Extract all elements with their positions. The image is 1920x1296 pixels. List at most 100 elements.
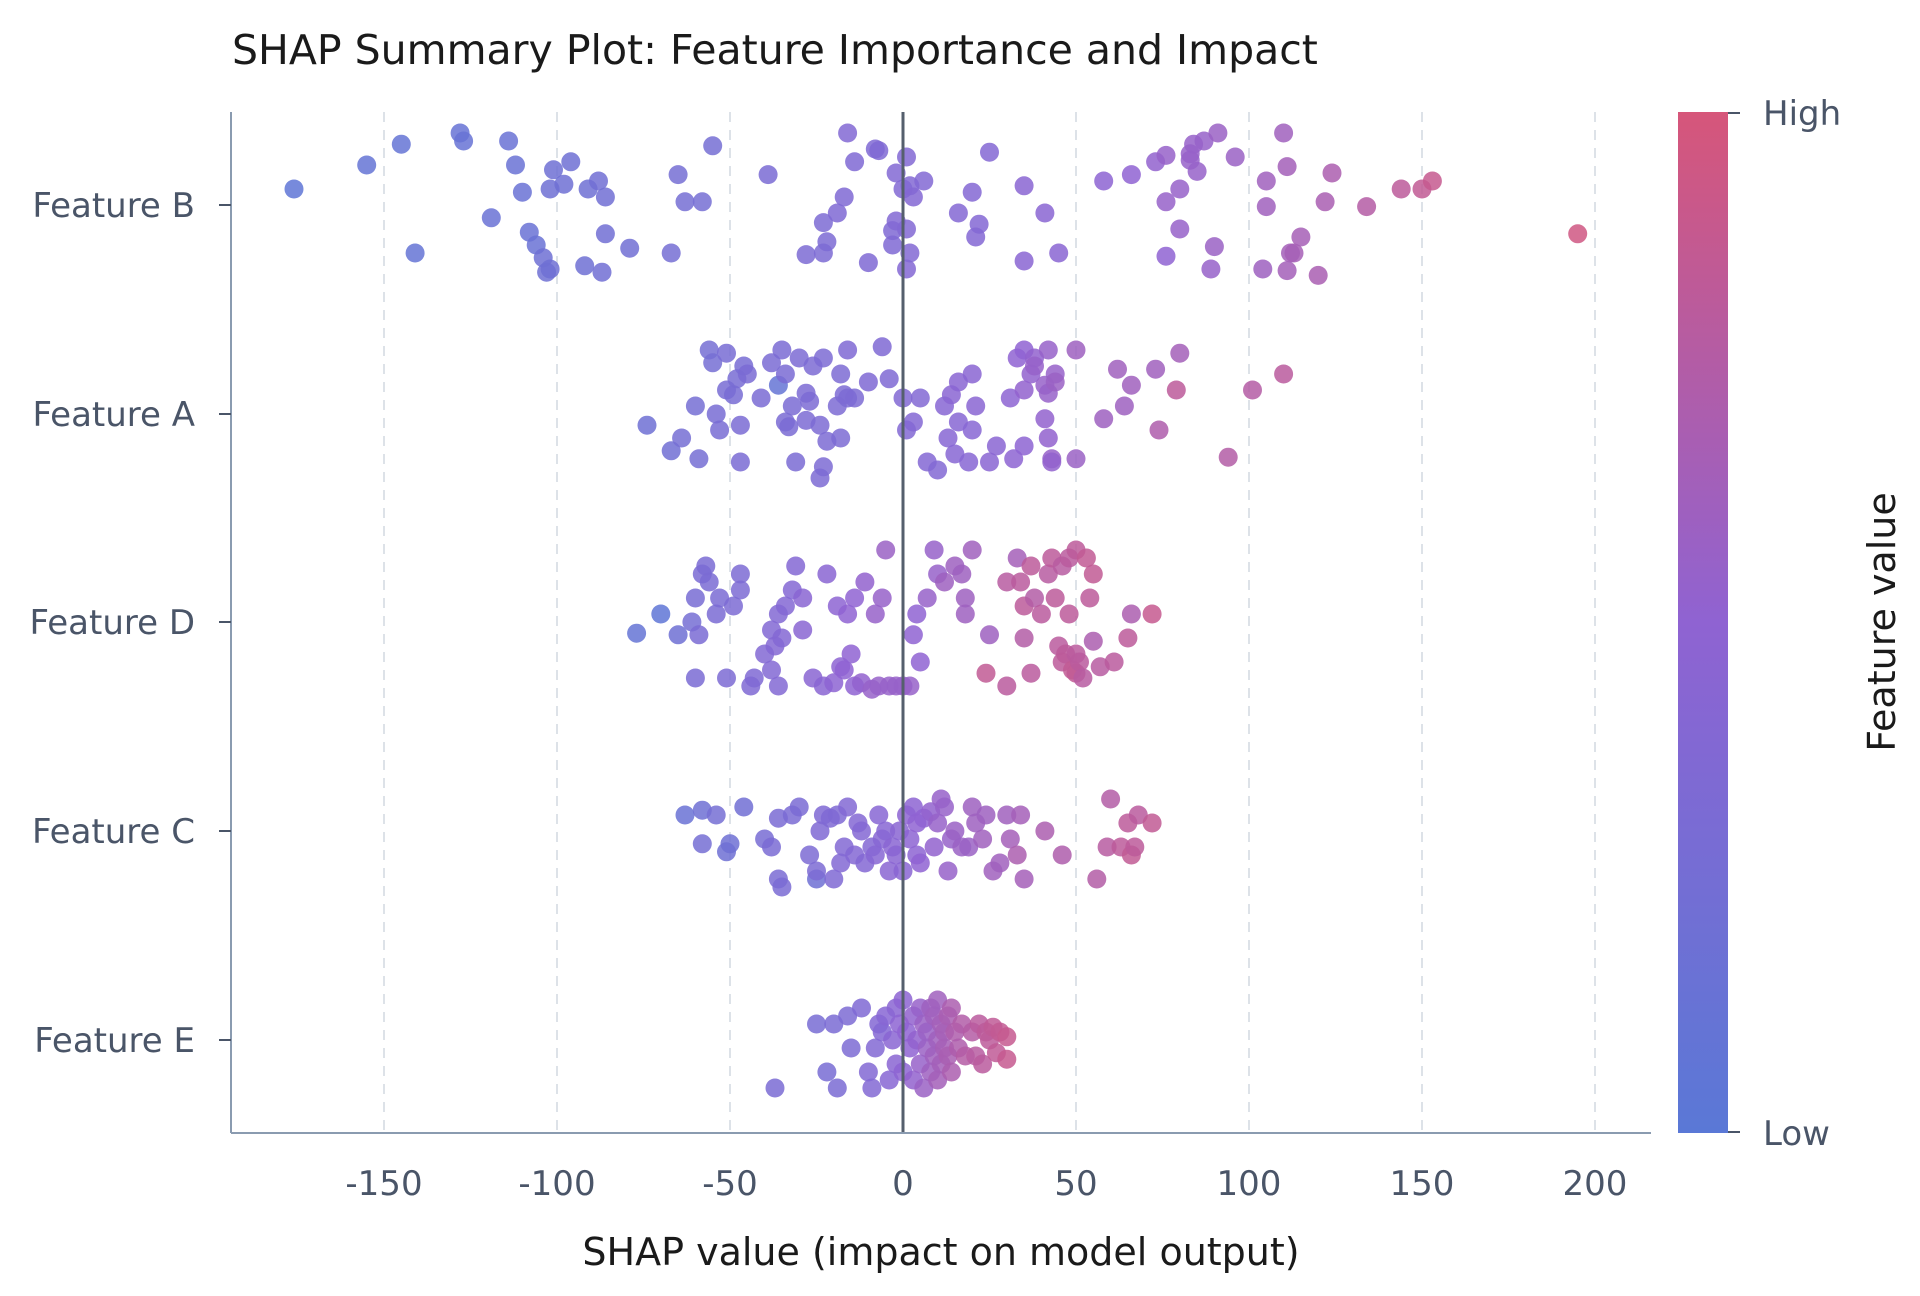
x-tick-label: 100: [1217, 1164, 1282, 1204]
shap-point: [980, 625, 999, 645]
x-axis-label: SHAP value (impact on model output): [582, 1230, 1299, 1274]
shap-point: [1315, 192, 1335, 212]
shap-point: [845, 152, 865, 172]
shap-point: [1004, 449, 1024, 469]
shap-point: [858, 372, 878, 392]
shap-point: [900, 829, 920, 849]
shap-point: [595, 187, 615, 207]
shap-point: [724, 385, 743, 405]
y-tick-label: Feature A: [32, 395, 195, 435]
shap-point: [1149, 420, 1169, 440]
shap-point: [1208, 123, 1228, 143]
shap-point: [1087, 869, 1107, 889]
shap-point: [357, 155, 377, 175]
shap-point: [980, 452, 999, 472]
chart-title: SHAP Summary Plot: Feature Importance an…: [232, 26, 1318, 74]
shap-point: [1225, 147, 1245, 167]
shap-point: [879, 369, 899, 389]
shap-point: [627, 623, 647, 643]
shap-point: [952, 564, 972, 584]
shap-point: [668, 625, 688, 645]
shap-point: [1011, 805, 1031, 825]
shap-point: [1274, 123, 1294, 143]
shap-point: [751, 388, 771, 408]
shap-point: [872, 337, 892, 357]
shap-point: [730, 580, 750, 600]
shap-point: [827, 1078, 847, 1098]
x-tick-label: -50: [702, 1164, 758, 1204]
shap-point: [789, 797, 809, 817]
shap-point: [852, 998, 871, 1018]
shap-point: [807, 861, 826, 881]
shap-point: [990, 853, 1010, 873]
shap-point: [1021, 663, 1041, 683]
shap-point: [1025, 588, 1044, 608]
shap-point: [1156, 192, 1176, 212]
x-tick-label: 0: [892, 1164, 914, 1204]
points-layer: [284, 123, 1588, 1098]
shap-point: [717, 668, 736, 688]
shap-point: [1357, 197, 1377, 217]
shap-point: [1218, 447, 1238, 467]
shap-point: [672, 428, 692, 448]
shap-point: [865, 1038, 885, 1058]
shap-point: [852, 821, 871, 841]
shap-point: [824, 869, 844, 889]
shap-point: [831, 364, 851, 384]
shap-point: [1104, 652, 1124, 672]
shap-point: [554, 174, 574, 194]
shap-point: [775, 364, 795, 384]
shap-point: [1243, 380, 1262, 400]
shap-point: [962, 182, 982, 202]
shap-point: [651, 604, 671, 624]
x-tick-label: 50: [1054, 1164, 1097, 1204]
shap-point: [838, 340, 858, 360]
shap-point: [817, 232, 837, 252]
shap-point: [1142, 604, 1162, 624]
shap-point: [1277, 261, 1297, 281]
shap-point: [793, 588, 813, 608]
shap-point: [699, 572, 719, 592]
shap-point: [1049, 243, 1069, 263]
shap-point: [1083, 564, 1103, 584]
shap-point: [772, 340, 792, 360]
x-tick-label: 200: [1563, 1164, 1628, 1204]
shap-point: [499, 131, 519, 151]
shap-point: [1035, 203, 1055, 223]
shap-point: [1114, 396, 1134, 416]
shap-point: [744, 668, 764, 688]
shap-point: [692, 834, 712, 854]
shap-point: [1121, 604, 1141, 624]
shap-point: [762, 353, 781, 373]
shap-point: [900, 243, 920, 263]
shap-point: [789, 348, 809, 368]
shap-point: [903, 625, 923, 645]
shap-point: [865, 604, 885, 624]
shap-point: [948, 412, 968, 432]
shap-point: [1146, 359, 1166, 379]
shap-point: [883, 1030, 903, 1050]
grid-lines: [383, 112, 1596, 1133]
shap-point: [914, 1078, 934, 1098]
shap-point: [793, 620, 813, 640]
shap-point: [966, 396, 986, 416]
shap-point: [284, 179, 304, 199]
shap-point: [903, 412, 923, 432]
shap-point: [924, 837, 944, 857]
shap-point: [1007, 548, 1027, 568]
shap-point: [945, 444, 965, 464]
shap-point: [897, 219, 916, 239]
shap-point: [1422, 171, 1442, 191]
shap-point: [834, 660, 854, 680]
shap-point: [730, 564, 750, 584]
shap-point: [897, 147, 916, 167]
shap-point: [1256, 171, 1276, 191]
shap-point: [959, 837, 979, 857]
shap-point: [1011, 572, 1031, 592]
shap-point: [1568, 224, 1588, 244]
shap-point: [1076, 548, 1096, 568]
shap-point: [786, 556, 806, 576]
shap-point: [910, 853, 930, 873]
